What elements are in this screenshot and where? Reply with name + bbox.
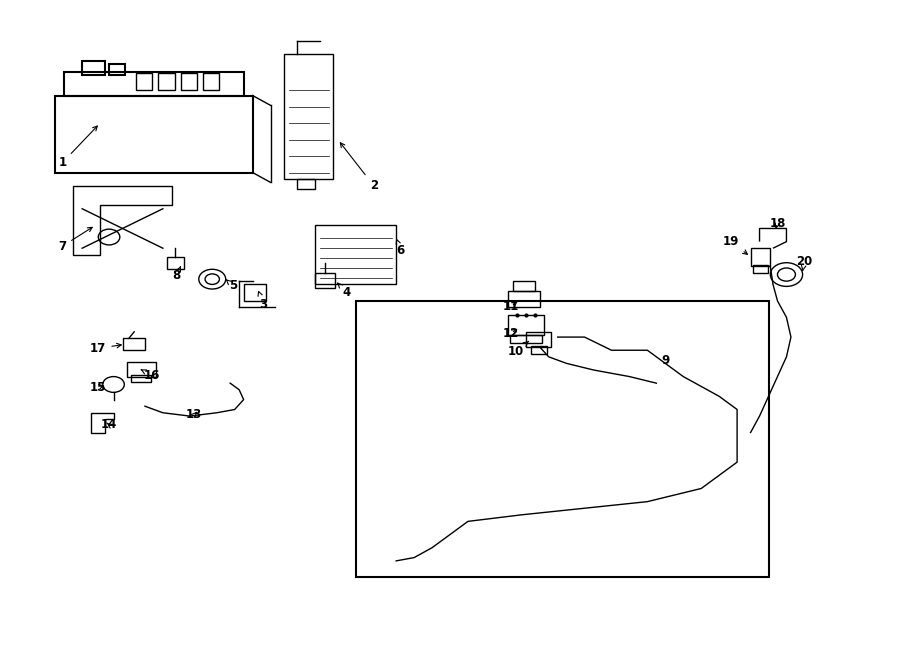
Bar (531, 346, 547, 354)
Bar (508, 291, 540, 307)
Bar (284, 54, 333, 179)
Text: 1: 1 (58, 126, 97, 169)
Bar (167, 256, 184, 268)
Text: 4: 4 (338, 283, 351, 299)
Text: 16: 16 (141, 369, 160, 382)
Text: 10: 10 (508, 341, 528, 358)
Text: 15: 15 (90, 381, 106, 393)
Bar (82, 61, 104, 75)
Bar (131, 375, 151, 382)
Bar (508, 315, 544, 335)
Bar (158, 73, 175, 90)
Text: 3: 3 (258, 292, 267, 311)
Bar (64, 72, 244, 96)
Text: 17: 17 (90, 342, 122, 355)
Bar (513, 281, 536, 291)
Text: 2: 2 (340, 143, 378, 192)
Text: 7: 7 (58, 227, 92, 253)
Bar (315, 273, 335, 288)
Text: 18: 18 (770, 217, 786, 230)
Bar (526, 332, 552, 347)
Text: 9: 9 (662, 354, 670, 367)
Bar (244, 284, 266, 301)
Text: 12: 12 (503, 327, 519, 340)
Text: 6: 6 (396, 239, 405, 256)
Bar (315, 225, 396, 284)
Bar (181, 73, 197, 90)
Text: 11: 11 (503, 299, 519, 313)
Bar (510, 335, 543, 343)
Bar (109, 63, 125, 75)
Bar (753, 264, 768, 272)
Text: 8: 8 (172, 266, 181, 282)
Bar (298, 179, 315, 189)
Bar (136, 73, 152, 90)
Text: 19: 19 (723, 235, 747, 254)
Text: 14: 14 (101, 418, 117, 431)
Bar (203, 73, 220, 90)
Text: 20: 20 (796, 255, 813, 271)
Bar (127, 362, 156, 377)
Bar (122, 338, 145, 350)
Text: 5: 5 (226, 279, 237, 292)
Bar (751, 248, 770, 266)
Bar (55, 96, 253, 173)
Bar (356, 301, 769, 577)
Text: 13: 13 (186, 408, 202, 421)
